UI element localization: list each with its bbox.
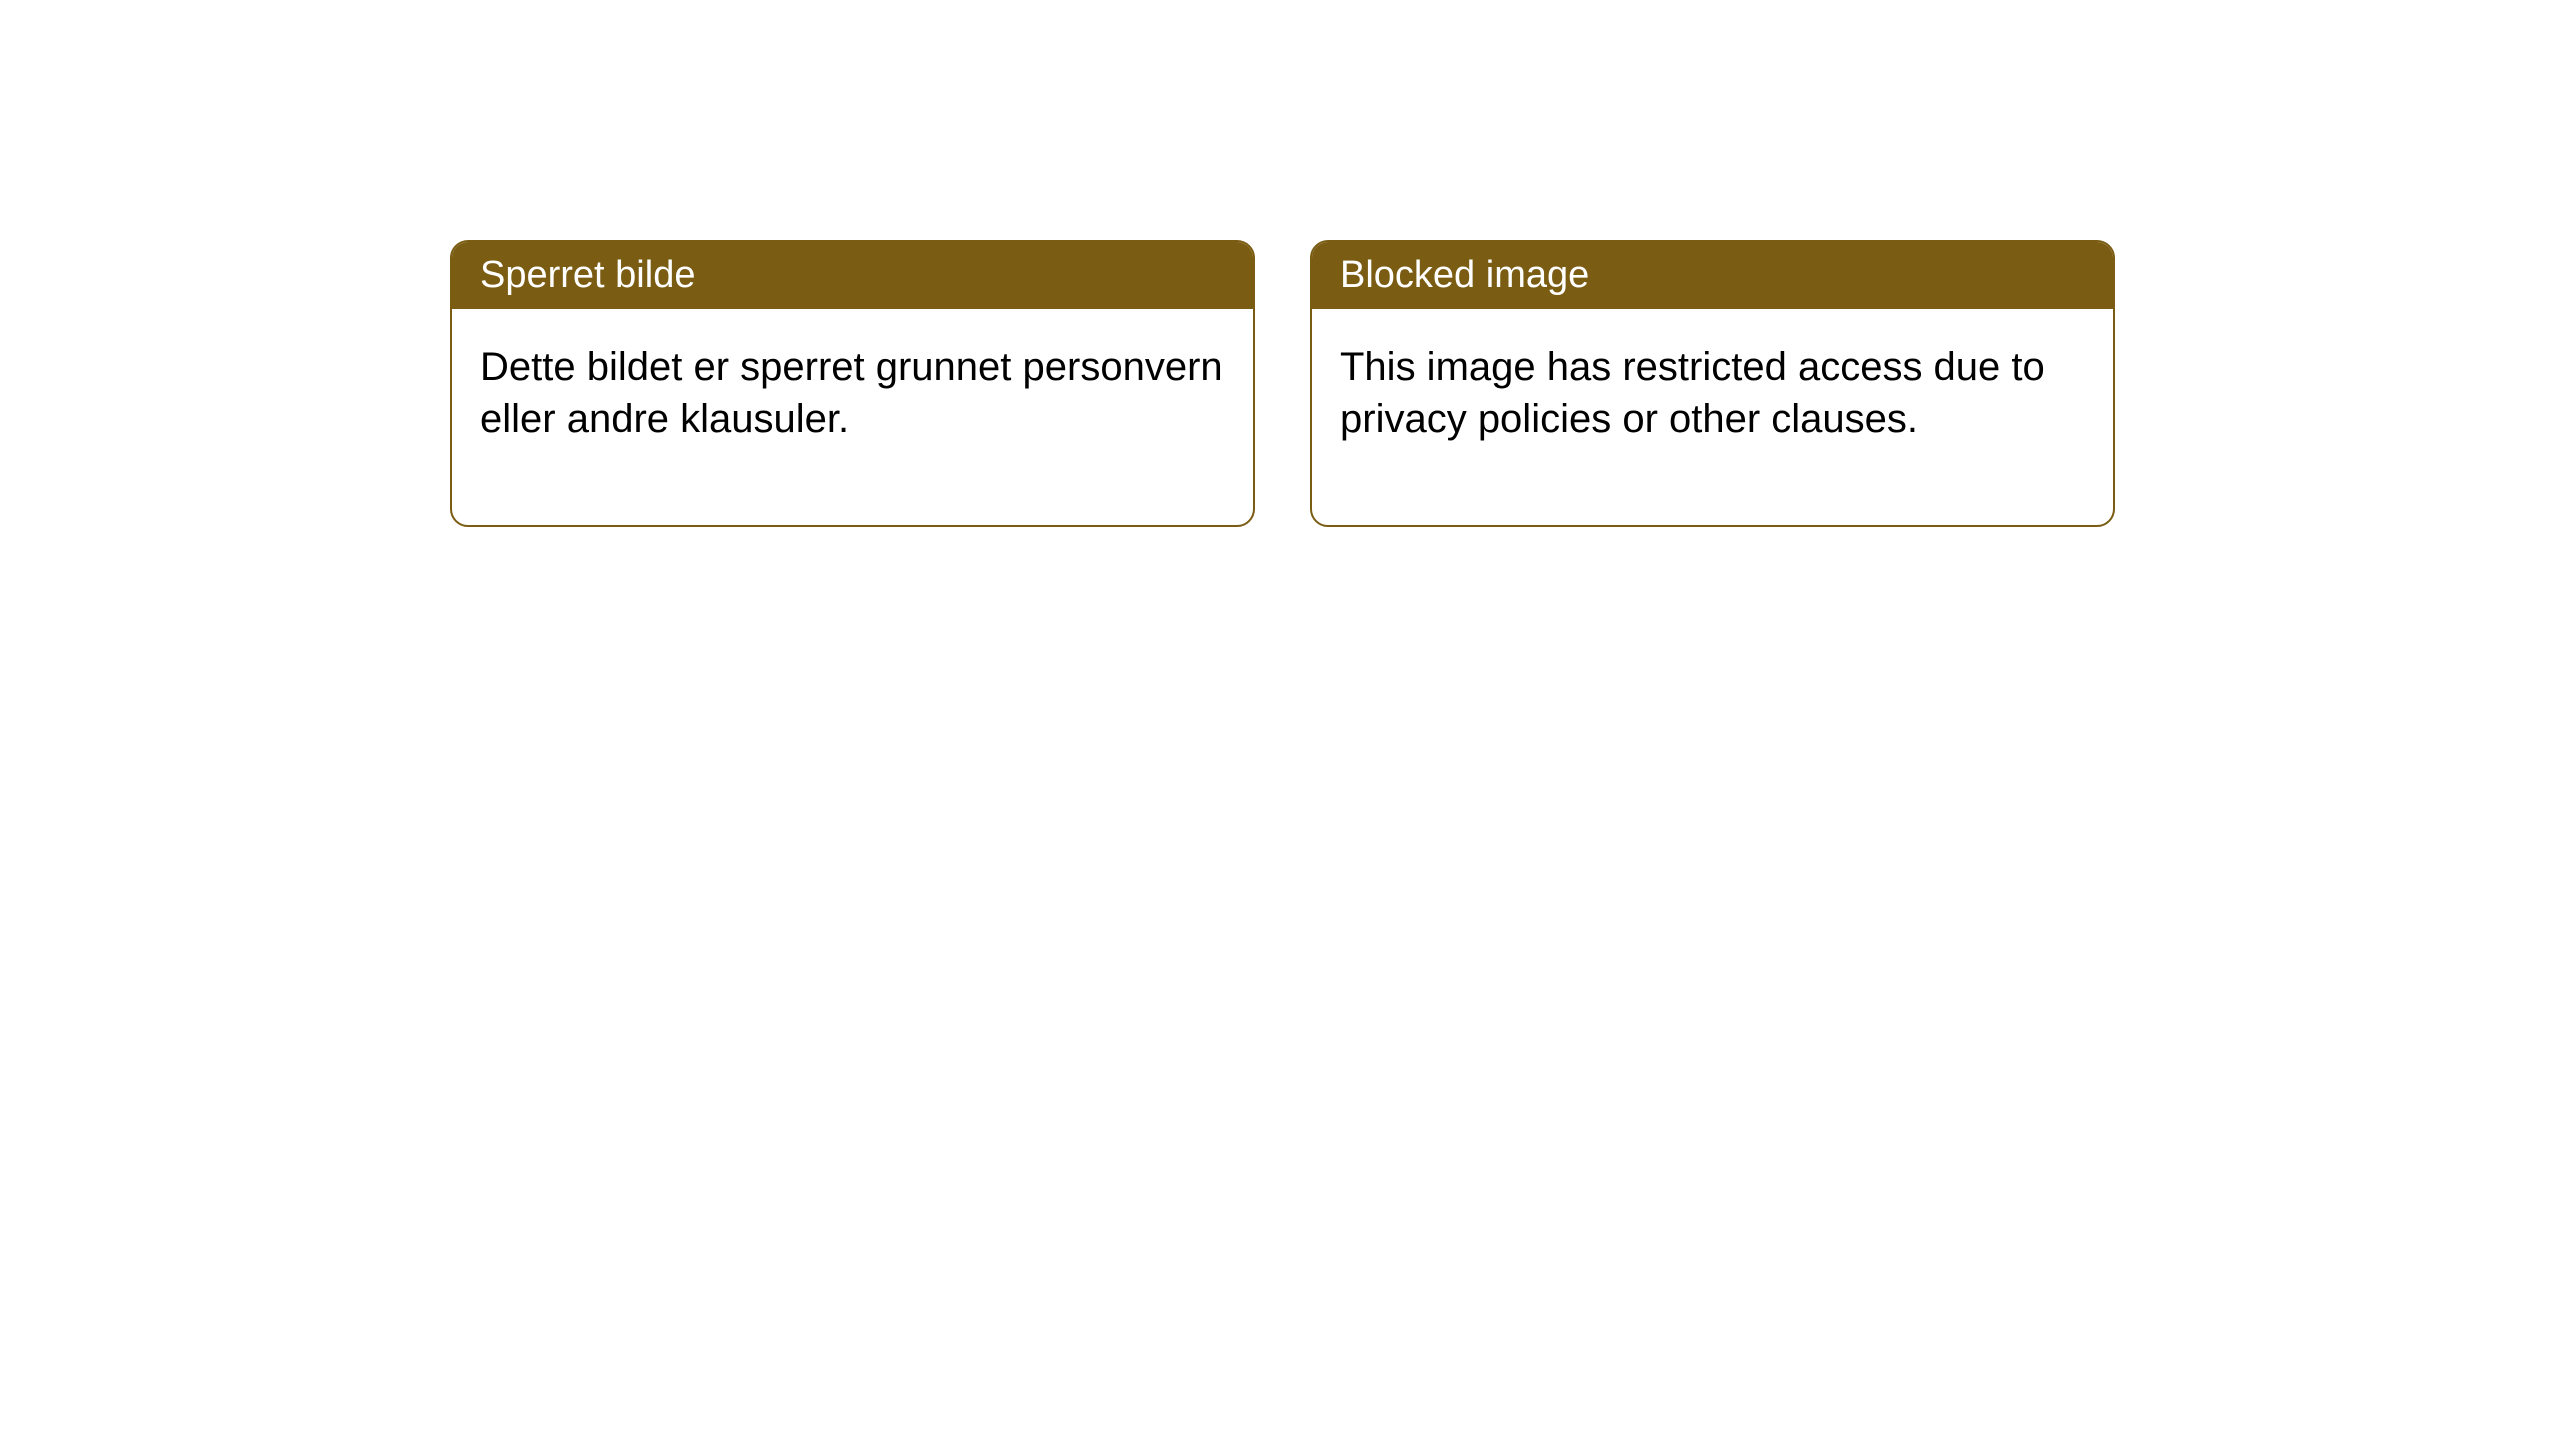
notice-title: Sperret bilde (480, 254, 695, 296)
notice-body-english: This image has restricted access due to … (1312, 309, 2113, 525)
notice-header-english: Blocked image (1312, 242, 2113, 309)
notice-text: Dette bildet er sperret grunnet personve… (480, 345, 1223, 441)
notice-title: Blocked image (1340, 254, 1589, 296)
notice-container: Sperret bilde Dette bildet er sperret gr… (450, 240, 2115, 527)
notice-text: This image has restricted access due to … (1340, 345, 2045, 441)
notice-body-norwegian: Dette bildet er sperret grunnet personve… (452, 309, 1253, 525)
notice-box-norwegian: Sperret bilde Dette bildet er sperret gr… (450, 240, 1255, 527)
notice-box-english: Blocked image This image has restricted … (1310, 240, 2115, 527)
notice-header-norwegian: Sperret bilde (452, 242, 1253, 309)
